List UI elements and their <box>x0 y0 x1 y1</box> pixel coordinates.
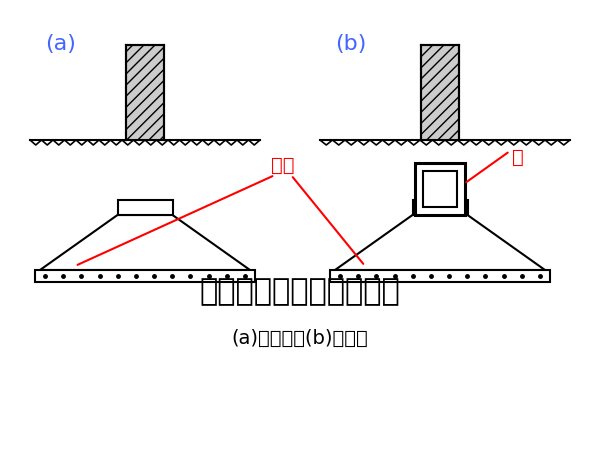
Bar <box>118 200 173 215</box>
Polygon shape <box>40 215 250 270</box>
Bar <box>413 200 467 215</box>
Text: (b): (b) <box>335 34 367 54</box>
Text: (a): (a) <box>45 34 76 54</box>
Text: 墙下钢筋混凝土条形基础: 墙下钢筋混凝土条形基础 <box>200 278 400 306</box>
Text: 底板: 底板 <box>271 156 295 175</box>
Bar <box>330 270 550 282</box>
Bar <box>126 45 164 140</box>
Bar <box>35 270 255 282</box>
Text: (a)无肋的；(b)有肋的: (a)无肋的；(b)有肋的 <box>232 328 368 347</box>
Text: 肋: 肋 <box>512 148 524 166</box>
Bar <box>423 171 457 207</box>
Bar <box>421 45 459 140</box>
Bar <box>415 163 465 215</box>
Polygon shape <box>335 215 545 270</box>
